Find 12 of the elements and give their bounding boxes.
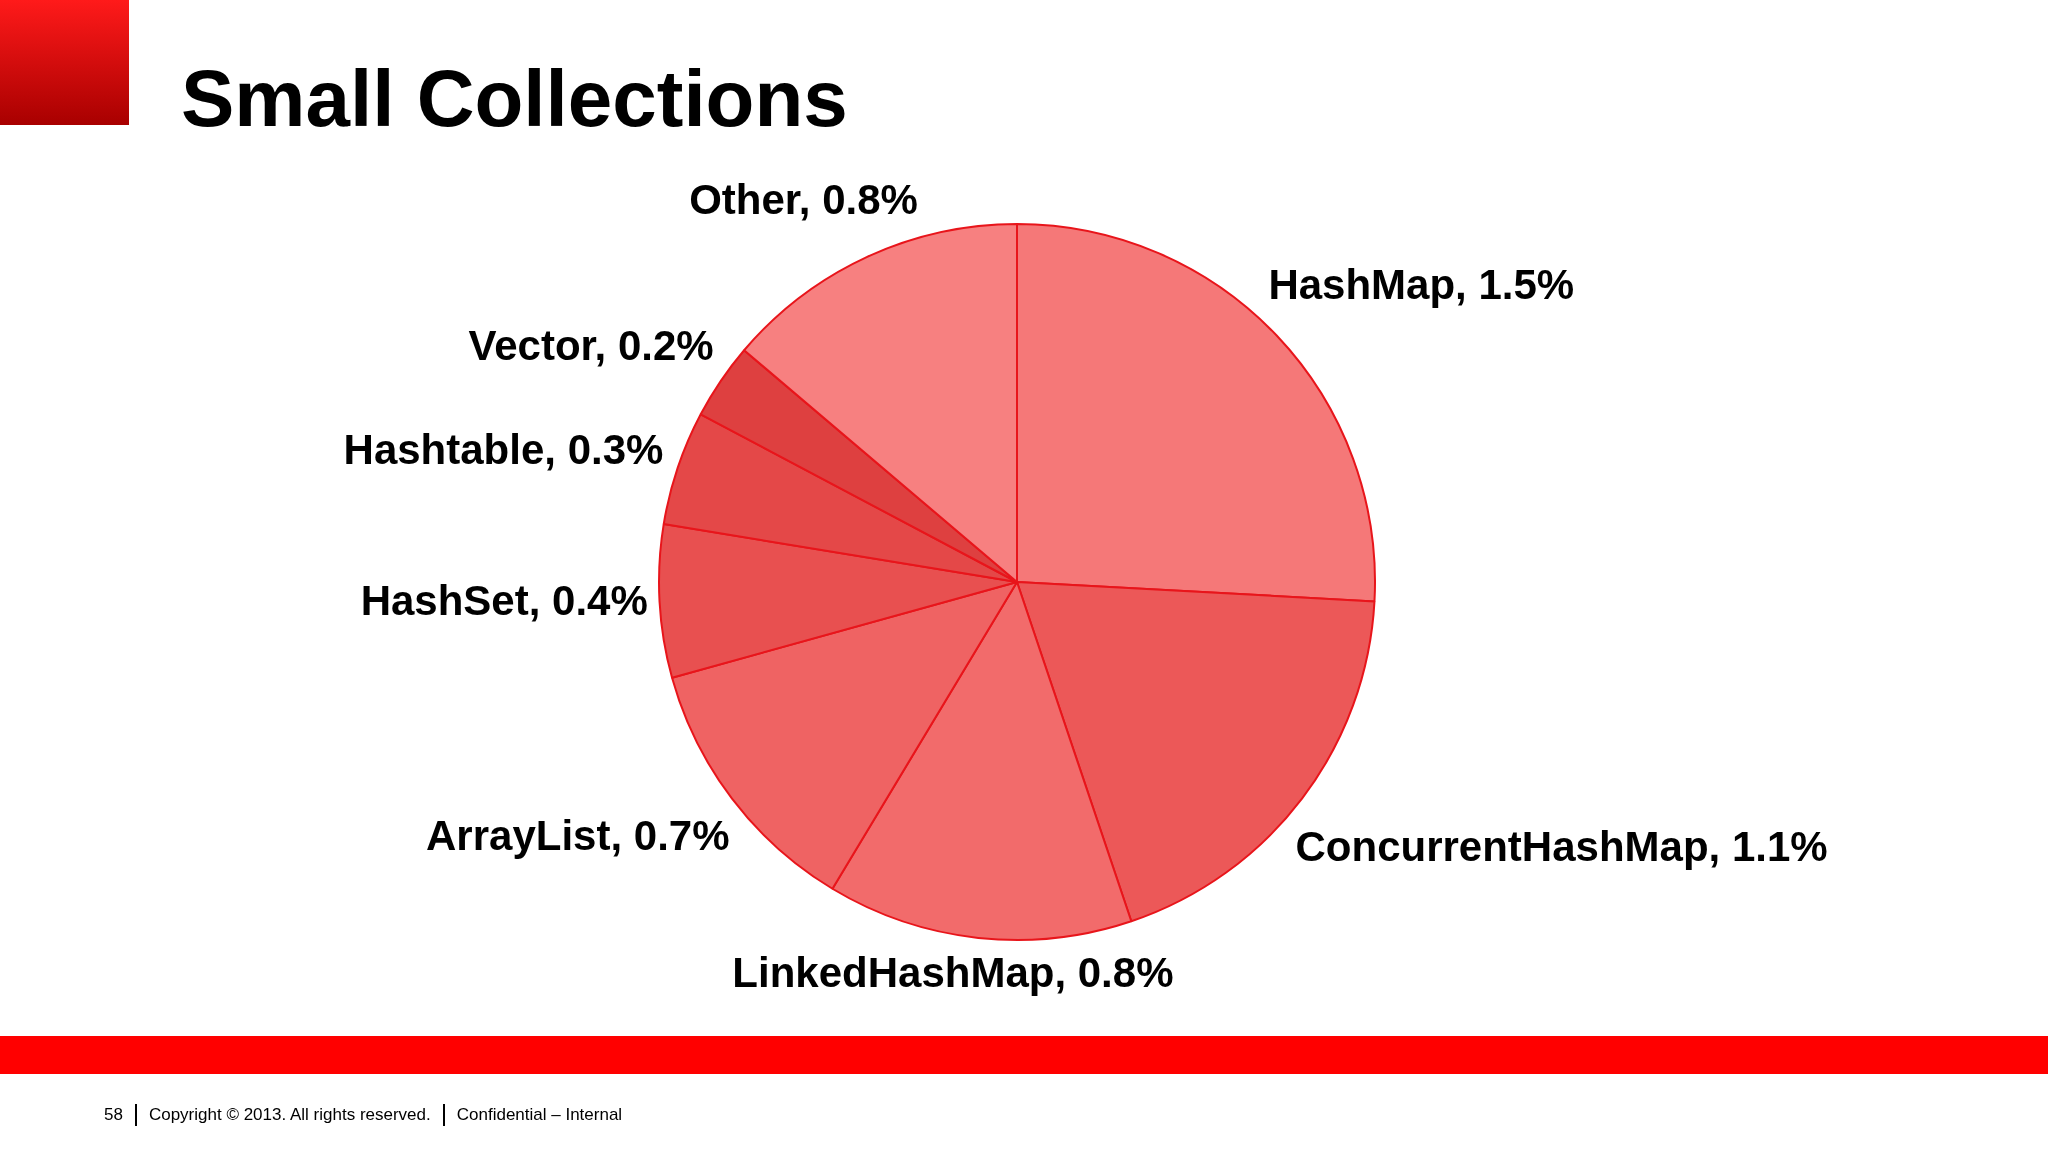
slice-label: HashMap, 1.5%	[1268, 261, 1575, 309]
slice-label: Other, 0.8%	[689, 176, 918, 224]
slice-label: ConcurrentHashMap, 1.1%	[1295, 823, 1828, 871]
text: Confidential – Internal	[456, 1105, 623, 1125]
slice-label: HashSet, 0.4%	[360, 576, 648, 624]
slice-label: ArrayList, 0.7%	[426, 812, 730, 860]
slice-label: Vector, 0.2%	[468, 322, 714, 370]
text: Copyright © 2013. All rights reserved.	[148, 1105, 431, 1125]
slice-label: Hashtable, 0.3%	[343, 425, 664, 473]
chart-title: Small Collections	[181, 54, 848, 143]
slice-label: LinkedHashMap, 0.8%	[732, 949, 1174, 997]
text: 58	[104, 1105, 123, 1125]
